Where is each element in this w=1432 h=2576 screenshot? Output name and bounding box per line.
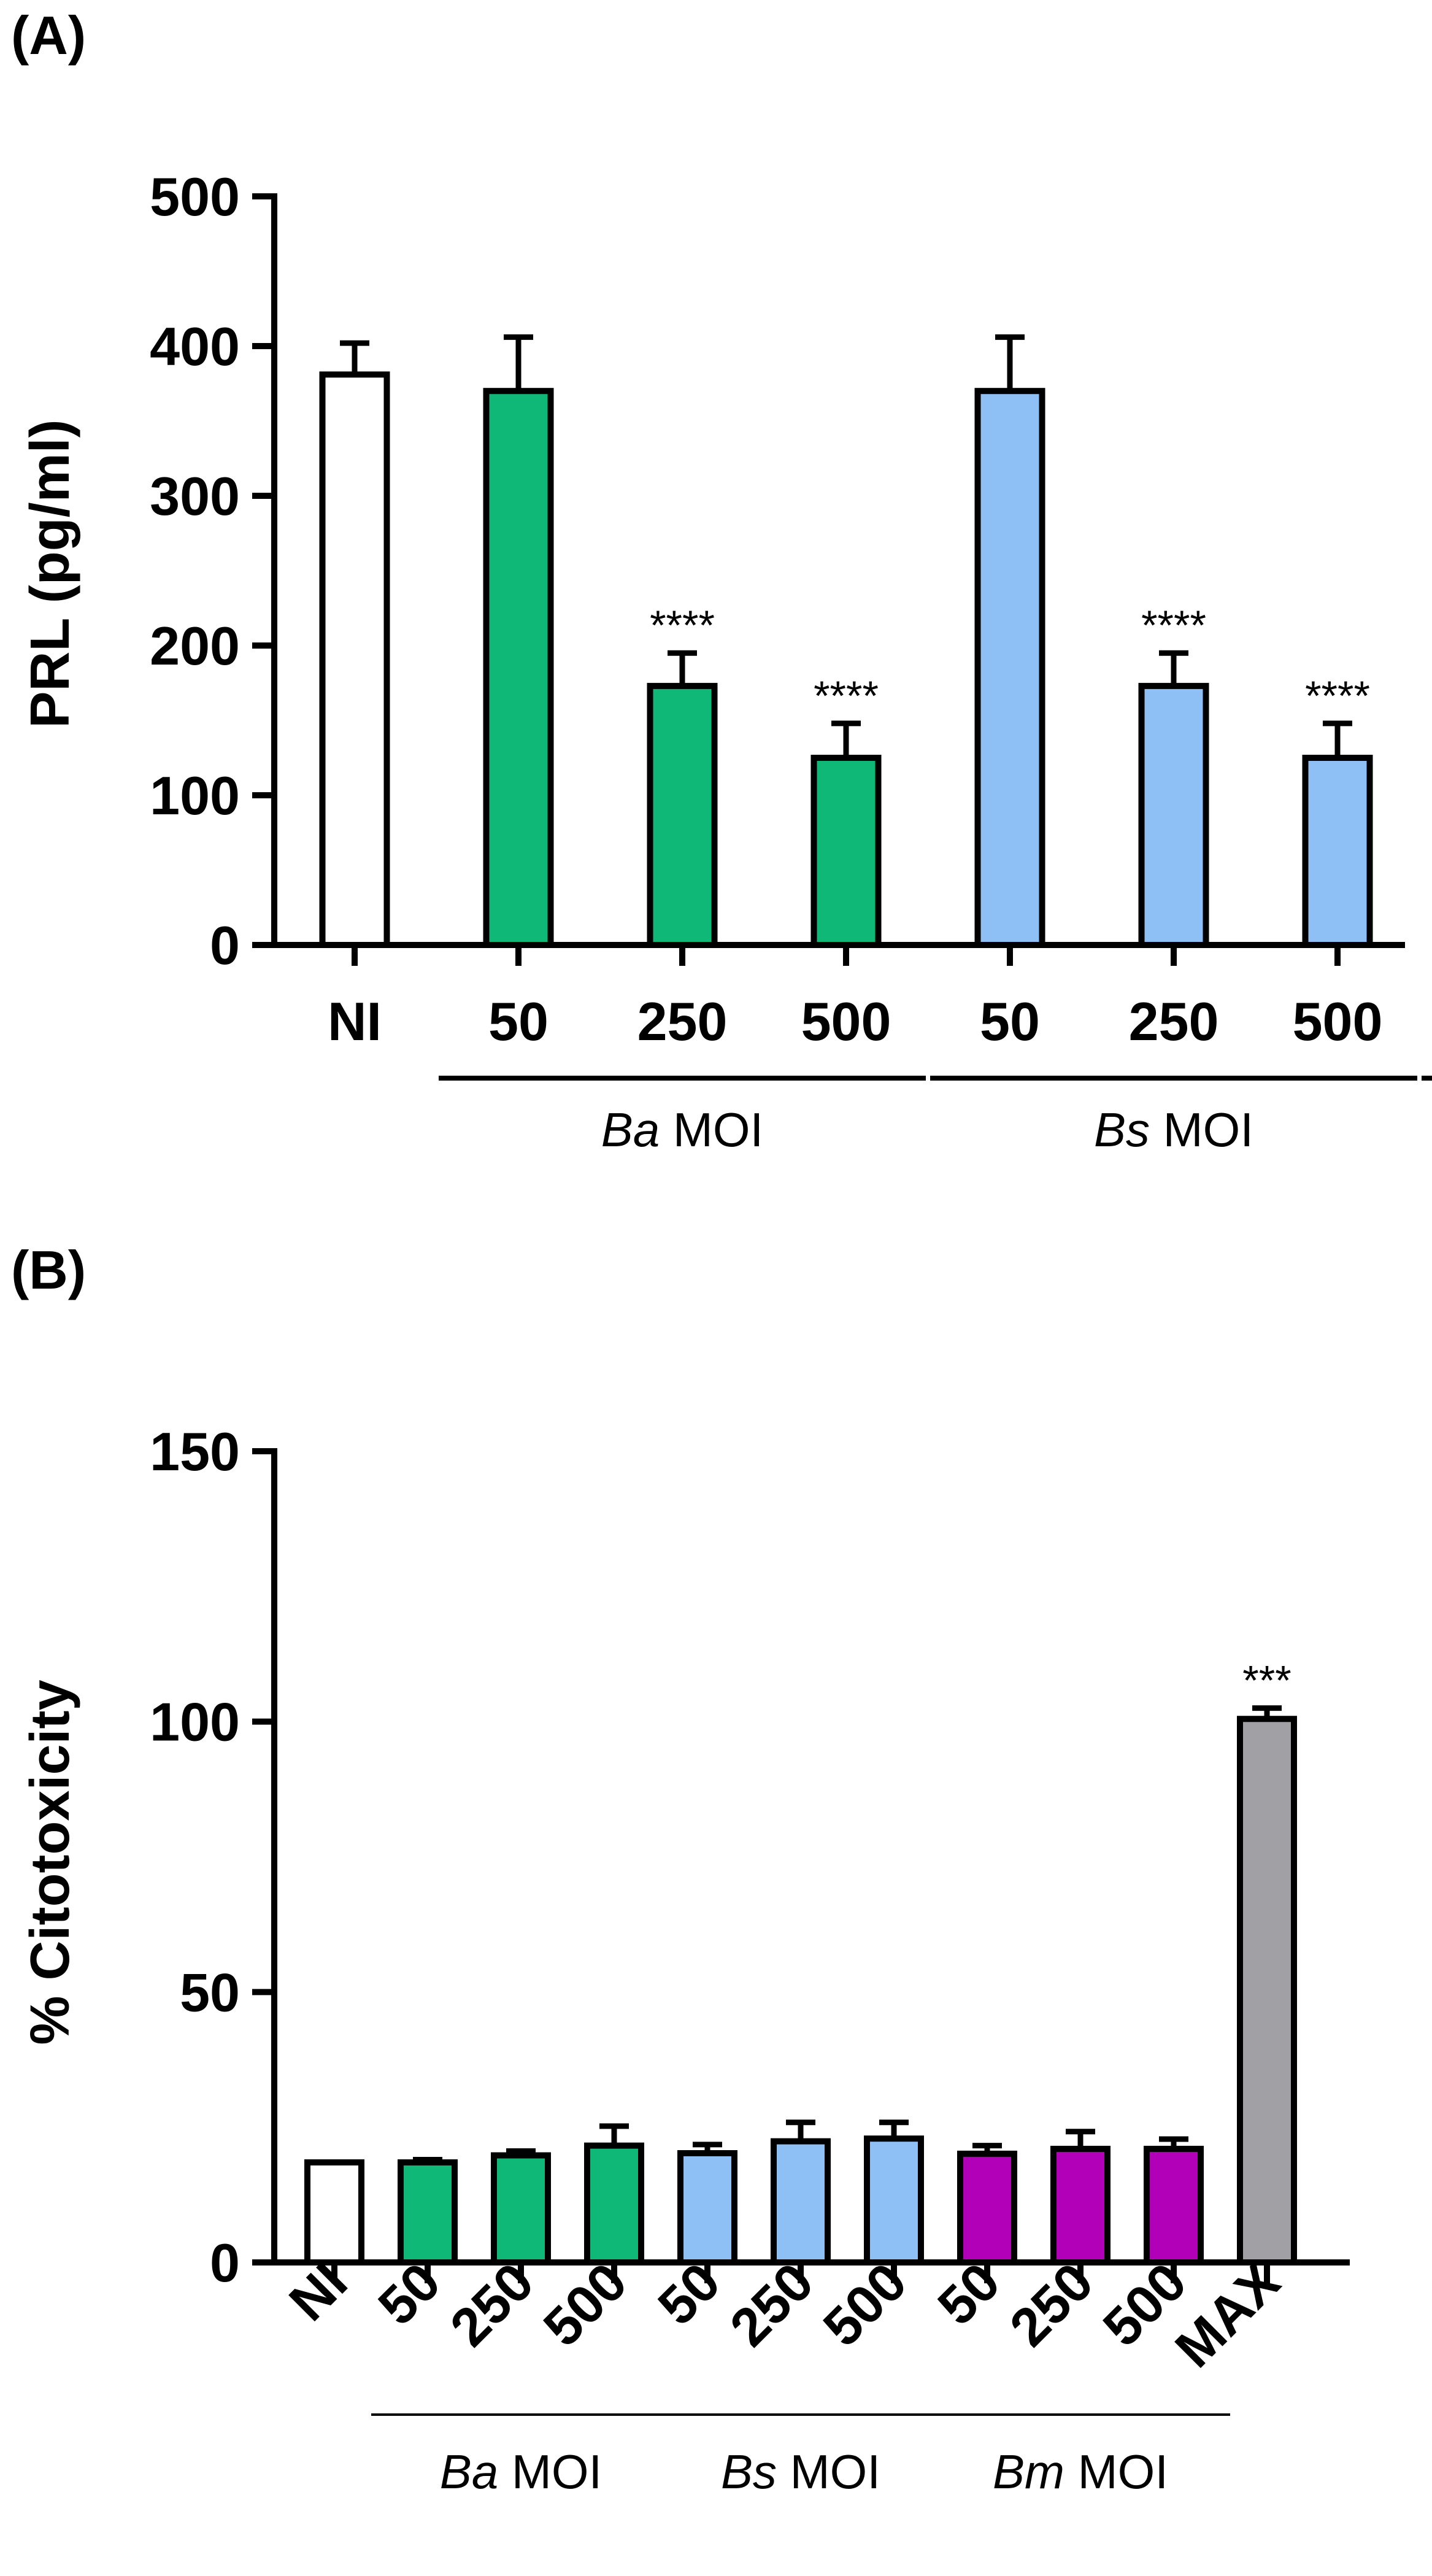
panel-a-x-tick-label: 500 (1293, 991, 1383, 1052)
panel-b-y-tick-label: 100 (150, 1692, 240, 1753)
panel-a-y-tick-label: 100 (150, 765, 240, 826)
panel-a-bar (319, 371, 390, 948)
panel-b-bar (677, 2150, 737, 2266)
panel-b-x-tick-label: 250 (998, 2251, 1105, 2358)
panel-a-bar (483, 388, 554, 948)
panel-b-group-label: Bs MOI (721, 2445, 880, 2499)
panel-a-x-tick-label: 250 (1129, 991, 1219, 1052)
panel-b-group-label: Bm MOI (993, 2445, 1168, 2499)
panel-b-bar (1237, 1716, 1297, 2266)
panel-a-y-tick-label: 400 (150, 316, 240, 377)
panel-b-label: (B) (11, 1240, 86, 1300)
panel-a-y-axis-label: PRL (pg/ml) (20, 419, 81, 728)
panel-a-bar (810, 755, 882, 948)
panel-a-bar (974, 388, 1045, 948)
panel-a-y-tick-label: 0 (210, 915, 240, 976)
panel-b-bar (491, 2152, 551, 2266)
panel-a-bar (1302, 755, 1373, 948)
panel-a-y-tick-label: 500 (150, 166, 240, 227)
panel-a-bar (1138, 682, 1209, 948)
group-moi-suffix: MOI (660, 1103, 763, 1157)
panel-b-x-tick-label: 250 (718, 2251, 825, 2358)
panel-b-bar (1144, 2145, 1204, 2266)
panel-a-x-tick-label: 50 (488, 991, 549, 1052)
panel-b-x-tick-label: 500 (812, 2251, 918, 2358)
group-species-name: Ba (601, 1103, 660, 1157)
panel-a-x-tick-label: NI (328, 991, 382, 1052)
panel-a-significance-label: **** (1305, 673, 1370, 719)
group-species-name: Bs (1094, 1103, 1150, 1157)
panel-a-bar (647, 682, 718, 948)
panel-b-bar (1050, 2145, 1111, 2266)
panel-a-y-tick-label: 200 (150, 615, 240, 676)
panel-b-bar (584, 2142, 644, 2266)
panel-a-significance-label: **** (814, 673, 879, 719)
panel-a-group-label: Bs MOI (1094, 1103, 1253, 1157)
panel-b-bar (398, 2159, 458, 2266)
panel-b-bar (864, 2135, 924, 2266)
group-moi-suffix: MOI (1064, 2445, 1168, 2499)
panel-a-label: (A) (11, 5, 86, 66)
panel-a-plot: ************************0100200300400500… (150, 166, 1432, 1157)
panel-a-group-label: Ba MOI (601, 1103, 763, 1157)
panel-b-group-label: Ba MOI (440, 2445, 602, 2499)
panel-a-y-tick-label: 300 (150, 466, 240, 526)
group-species-name: Ba (440, 2445, 498, 2499)
panel-b-x-tick-label: MAX (1163, 2251, 1291, 2378)
panel-b-y-tick-label: 150 (150, 1421, 240, 1482)
panel-b-x-tick-label: 500 (532, 2251, 639, 2358)
panel-a-significance-label: **** (1141, 602, 1206, 649)
group-moi-suffix: MOI (777, 2445, 880, 2499)
panel-a-x-tick-label: 50 (980, 991, 1040, 1052)
group-moi-suffix: MOI (1150, 1103, 1253, 1157)
panel-b-bar (304, 2159, 364, 2266)
group-species-name: Bm (993, 2445, 1064, 2499)
panel-b-y-tick-label: 50 (180, 1962, 240, 2023)
panel-b-x-tick-label: 250 (439, 2251, 545, 2358)
panel-b-significance-label: *** (1242, 1657, 1291, 1704)
panel-b-bar (771, 2138, 831, 2266)
panel-a-significance-label: **** (650, 602, 715, 649)
panel-b-bar (957, 2150, 1017, 2266)
group-moi-suffix: MOI (498, 2445, 602, 2499)
group-species-name: Bs (721, 2445, 777, 2499)
panel-b-y-axis-label: % Citotoxicity (20, 1679, 81, 2045)
panel-a-x-tick-label: 500 (801, 991, 891, 1052)
panel-a-x-tick-label: 250 (637, 991, 728, 1052)
panel-b-y-tick-label: 0 (210, 2232, 240, 2293)
